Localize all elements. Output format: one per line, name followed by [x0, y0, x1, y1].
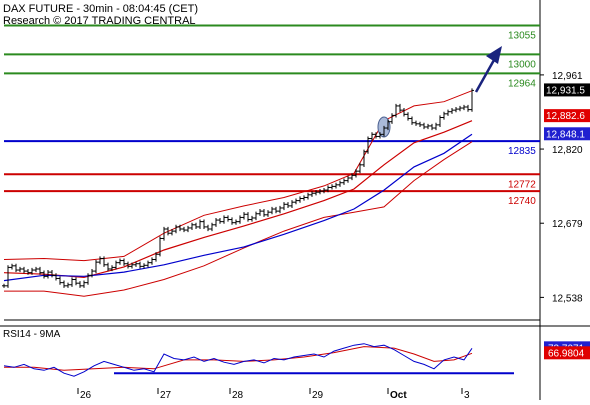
x-tick-label: 27 — [160, 390, 172, 400]
rsi-panel-title: RSI14 - 9MA — [3, 329, 61, 340]
x-tick-label: Oct — [390, 390, 407, 400]
chart-copyright: Research © 2017 TRADING CENTRAL — [3, 15, 196, 27]
level-label-13000: 13000 — [508, 59, 536, 70]
y-tick-label: 12,820 — [552, 145, 583, 156]
forecast-arrow-shaft — [474, 59, 496, 93]
x-tick-label: 28 — [232, 390, 244, 400]
rsi-line — [3, 343, 473, 377]
x-tick-label: 29 — [312, 390, 324, 400]
price-tag-red — [544, 109, 590, 123]
chart-title: DAX FUTURE - 30min - 08:04:45 (CET) — [3, 3, 198, 15]
bollinger-lower-band — [4, 141, 473, 297]
y-tick-label: 12,538 — [552, 293, 583, 304]
price-tag-label: 12,882.6 — [546, 111, 585, 122]
level-label-12740: 12740 — [508, 196, 536, 207]
y-tick-label: 12,679 — [552, 219, 583, 230]
y-tick-label: 12,961 — [552, 71, 583, 82]
bollinger-upper-band — [3, 90, 473, 262]
x-tick-label: 26 — [80, 390, 92, 400]
moving-average-fast — [3, 120, 473, 279]
rsi-value-label: 66.9804 — [548, 348, 585, 359]
level-label-12964: 12964 — [508, 78, 536, 89]
price-tag-blue — [544, 127, 590, 141]
rsi-ma-line — [4, 346, 473, 371]
level-label-13055: 13055 — [508, 30, 536, 41]
x-tick-label: 3 — [464, 390, 470, 400]
price-tag-label: 12,931.5 — [546, 85, 585, 96]
level-label-12835: 12835 — [508, 146, 536, 157]
level-label-12772: 12772 — [508, 179, 536, 190]
forecast-arrow-head — [486, 46, 502, 64]
rsi-value-tag — [544, 346, 590, 360]
price-tag-label: 12,848.1 — [546, 129, 585, 140]
price-tag-dark — [544, 83, 590, 97]
